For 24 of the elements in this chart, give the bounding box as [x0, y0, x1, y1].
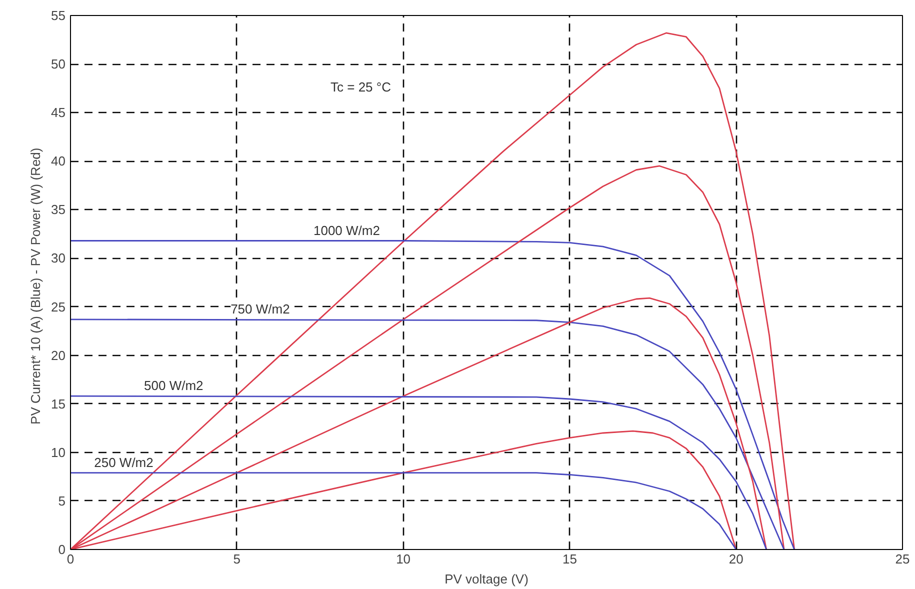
y-tick-label: 55 — [51, 8, 66, 23]
y-tick-label: 25 — [51, 299, 66, 314]
y-tick-label: 5 — [58, 493, 66, 508]
y-tick-label: 15 — [51, 396, 66, 412]
x-tick-label: 15 — [562, 552, 577, 566]
x-tick-label: 20 — [728, 552, 744, 566]
annotation: 250 W/m2 — [94, 454, 154, 470]
annotation: 1000 W/m2 — [313, 222, 380, 238]
y-tick-label: 30 — [51, 250, 66, 266]
y-tick-label: 0 — [58, 542, 66, 557]
annotation: Tc = 25 °C — [330, 80, 391, 94]
x-tick-label: 5 — [233, 552, 241, 566]
y-tick-label: 20 — [51, 348, 66, 363]
y-tick-label: 45 — [51, 105, 66, 120]
x-tick-label: 25 — [895, 552, 910, 566]
y-axis-title: PV Current* 10 (A) (Blue) - PV Power (W) (Red) — [28, 148, 44, 424]
x-axis-title: PV voltage (V) — [444, 572, 528, 586]
annotation: 500 W/m2 — [144, 378, 204, 394]
y-tick-label: 50 — [51, 56, 66, 72]
y-tick-label: 10 — [51, 444, 66, 460]
annotation: 750 W/m2 — [230, 301, 290, 316]
x-tick-label: 10 — [396, 552, 411, 566]
y-tick-label: 40 — [51, 154, 66, 169]
y-tick-label: 35 — [51, 202, 66, 218]
